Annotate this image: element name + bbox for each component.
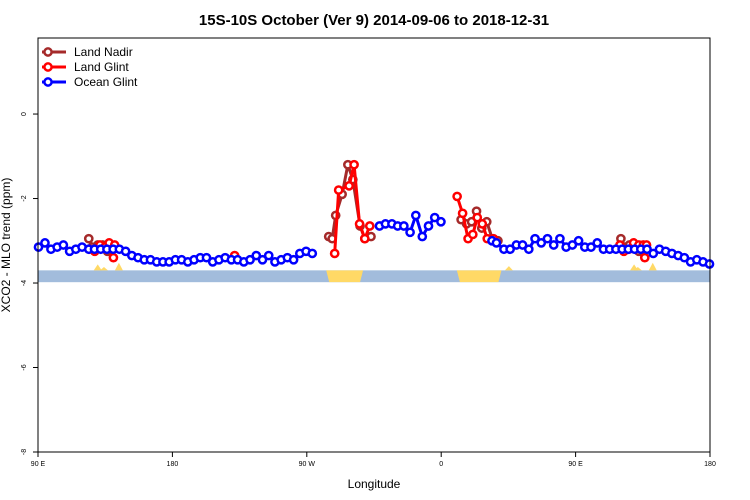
data-point xyxy=(567,240,578,250)
x-axis-title: Longitude xyxy=(348,477,401,491)
legend-item: Land Nadir xyxy=(42,45,133,59)
land-segment xyxy=(456,270,502,283)
y-tick-label: -8 xyxy=(21,449,28,455)
x-tick-label: 90 E xyxy=(568,461,583,468)
data-point xyxy=(410,210,421,221)
data-point xyxy=(120,246,131,257)
data-point xyxy=(523,244,534,255)
axes-layer: 90 E 180 90 W 0 90 E 180 0 -2 -4 -6 -8 xyxy=(21,37,716,468)
data-point xyxy=(467,229,478,240)
data-point xyxy=(477,219,488,229)
land-spike xyxy=(114,262,123,271)
data-point xyxy=(405,227,415,238)
data-point xyxy=(457,208,468,219)
data-point xyxy=(642,244,652,255)
data-point xyxy=(592,238,603,248)
data-point xyxy=(263,250,274,261)
plot-frame xyxy=(37,37,711,453)
data-point xyxy=(83,233,94,244)
data-point xyxy=(648,248,659,259)
chart-title: 15S-10S October (Ver 9) 2014-09-06 to 20… xyxy=(199,12,549,29)
data-point xyxy=(530,233,540,244)
data-point xyxy=(429,212,440,223)
data-point xyxy=(40,238,50,248)
y-tick-label: -6 xyxy=(21,364,28,370)
series-ocean-glint xyxy=(33,210,715,269)
data-point xyxy=(364,221,375,231)
data-point xyxy=(288,254,299,265)
y-tick-label: -4 xyxy=(21,280,28,286)
y-axis-title: XCO2 - MLO trend (ppm) xyxy=(0,178,13,313)
x-tick-label: 180 xyxy=(704,461,716,468)
data-point xyxy=(491,238,502,248)
data-point xyxy=(251,250,262,261)
legend-label: Ocean Glint xyxy=(74,75,138,89)
legend-item: Ocean Glint xyxy=(42,75,138,89)
x-tick-label: 180 xyxy=(167,461,179,468)
x-tick-label: 90 W xyxy=(299,461,316,468)
data-point xyxy=(679,252,690,263)
land-spike xyxy=(648,262,657,271)
data-point xyxy=(536,238,547,248)
data-point xyxy=(399,221,409,231)
data-point xyxy=(257,254,268,265)
data-point xyxy=(555,233,565,244)
data-point xyxy=(452,191,462,202)
data-point xyxy=(58,240,69,250)
data-point xyxy=(329,248,340,259)
legend-marker xyxy=(43,77,53,87)
data-point xyxy=(359,233,370,244)
data-point xyxy=(517,240,528,250)
data-point xyxy=(586,242,596,252)
x-tick-label: 0 xyxy=(439,461,443,468)
land-spike xyxy=(93,264,102,271)
data-point xyxy=(344,181,354,191)
legend-item: Land Glint xyxy=(42,60,129,74)
legend-marker xyxy=(43,47,53,57)
land-spike xyxy=(99,266,108,271)
data-point xyxy=(307,248,318,259)
land-spike xyxy=(504,266,513,271)
y-tick-label: 0 xyxy=(21,112,28,116)
data-point xyxy=(201,252,212,263)
y-tick-label: -2 xyxy=(21,195,28,201)
data-point xyxy=(639,252,650,263)
data-point xyxy=(573,235,584,246)
land-segment xyxy=(326,270,364,283)
data-point xyxy=(108,252,119,263)
data-point xyxy=(354,219,365,229)
data-point xyxy=(417,231,428,242)
legend-label: Land Nadir xyxy=(74,45,133,59)
data-point xyxy=(505,244,515,255)
data-point xyxy=(245,254,255,265)
data-point xyxy=(548,240,559,250)
x-tick-label: 90 E xyxy=(31,461,46,468)
data-point xyxy=(436,216,446,227)
data-point xyxy=(423,221,434,231)
land-spike xyxy=(633,266,642,271)
land-ocean-band xyxy=(38,262,710,283)
data-point xyxy=(349,159,359,170)
legend-label: Land Glint xyxy=(74,60,129,74)
legend-marker xyxy=(43,62,53,72)
series-layer xyxy=(33,159,715,269)
data-point xyxy=(542,233,553,244)
ocean-band xyxy=(38,270,710,283)
data-point xyxy=(472,212,483,223)
data-point xyxy=(333,185,344,195)
